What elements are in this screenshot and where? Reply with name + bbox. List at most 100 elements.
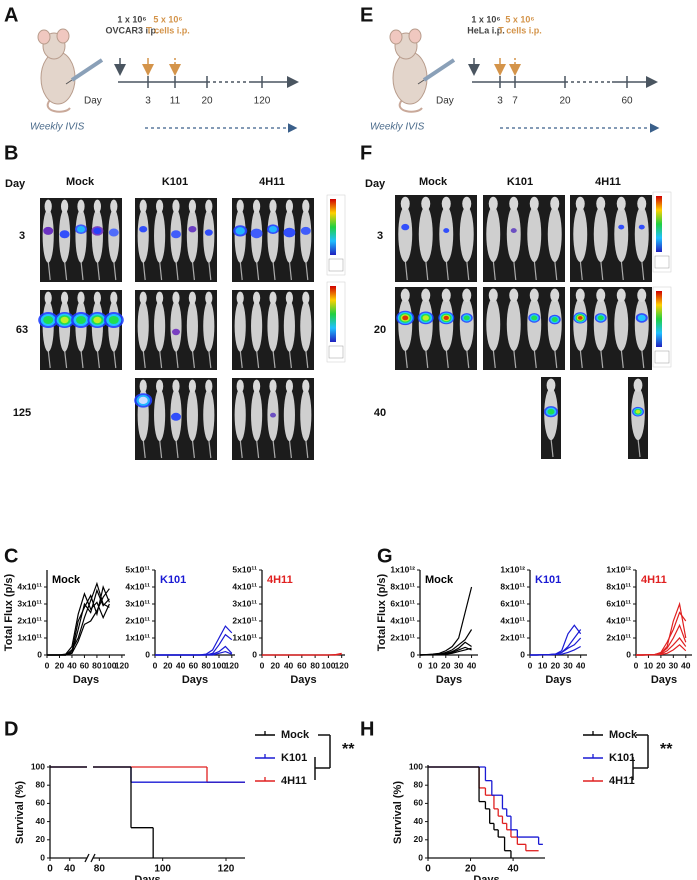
- signal: [171, 230, 181, 239]
- day-tick-label: 60: [621, 96, 633, 107]
- row-day-label: 63: [16, 324, 28, 336]
- mouse-tail: [404, 349, 408, 369]
- signal: [577, 316, 583, 320]
- mouse-head: [529, 196, 539, 211]
- injection-label: 1 x 10⁶: [117, 14, 146, 24]
- chart-title: K101: [160, 574, 186, 586]
- y-tick-label: 4x10¹¹: [17, 581, 42, 591]
- mouse-head: [550, 196, 560, 211]
- mouse-tail: [554, 260, 558, 281]
- mouse-body: [418, 297, 433, 351]
- x-tick-label: 60: [189, 660, 199, 670]
- signal: [551, 317, 558, 322]
- row-day-label: 20: [374, 324, 386, 336]
- mouse-tail: [175, 439, 179, 459]
- mouse-head: [252, 379, 261, 393]
- mouse-tail: [272, 439, 276, 459]
- y-tick-label: 3x10¹¹: [125, 598, 150, 608]
- mouse-head: [546, 378, 556, 392]
- mouse-head: [509, 196, 519, 211]
- y-tick-label: 4x10¹¹: [125, 581, 150, 591]
- mouse-tail: [398, 99, 423, 113]
- mouse-tail: [239, 349, 243, 369]
- mouse-head: [302, 379, 310, 393]
- y-tick-label: 0: [626, 649, 631, 659]
- signal: [300, 226, 311, 235]
- color-scale-note: [654, 255, 670, 269]
- y-tick-label: 6x10¹¹: [606, 598, 631, 608]
- signal: [635, 409, 641, 414]
- x-tick-label: 120: [115, 660, 129, 670]
- mouse-tail: [256, 349, 260, 369]
- mouse-tail: [554, 349, 558, 369]
- flux-line: [419, 586, 473, 656]
- mouse-body: [42, 208, 54, 263]
- signal: [204, 229, 213, 236]
- day-tick-label: 20: [201, 96, 213, 107]
- mouse-tail: [513, 349, 517, 369]
- flux-line: [530, 645, 581, 656]
- chart-title: Mock: [425, 574, 454, 586]
- mouse-tail: [208, 260, 212, 281]
- legend-label: K101: [281, 752, 307, 764]
- day-tick-label: 7: [512, 96, 518, 107]
- mouse-body: [300, 388, 312, 442]
- signal: [188, 226, 197, 233]
- mouse-body: [186, 388, 198, 442]
- flux-line: [636, 611, 687, 656]
- x-tick-label: 0: [47, 864, 53, 875]
- chart-title: 4H11: [641, 574, 667, 586]
- y-tick-label: 40: [36, 816, 46, 826]
- mouse-head: [596, 288, 606, 302]
- mouse-tail: [288, 260, 292, 281]
- mouse-tail: [620, 349, 624, 369]
- signal: [531, 315, 538, 321]
- y-tick-label: 2x10¹¹: [232, 615, 257, 625]
- signal: [93, 227, 102, 235]
- signal: [510, 228, 517, 233]
- group-header: Mock: [419, 176, 448, 188]
- panel-letter: D: [4, 718, 18, 740]
- mouse-head: [60, 291, 69, 305]
- axis-break: [90, 853, 96, 863]
- mouse-body: [203, 208, 215, 263]
- mouse-body: [154, 300, 166, 352]
- mouse-tail: [305, 260, 309, 281]
- mouse-body: [234, 388, 246, 442]
- mouse-tail: [288, 349, 292, 369]
- mouse-body: [573, 297, 588, 351]
- x-axis-label: Days: [473, 874, 499, 880]
- mouse-tail: [637, 438, 641, 458]
- mouse-head: [155, 291, 164, 305]
- group-header: K101: [162, 176, 188, 188]
- y-tick-label: 4x10¹¹: [232, 581, 257, 591]
- mouse-head: [172, 199, 180, 214]
- y-tick-label: 5x10¹¹: [232, 564, 257, 574]
- mouse-tail: [113, 260, 117, 281]
- signal: [93, 316, 102, 324]
- x-tick-label: 40: [681, 660, 691, 670]
- mouse-body: [573, 206, 588, 262]
- mouse-head: [188, 379, 197, 393]
- mouse-tail: [641, 349, 645, 369]
- mouse-body: [300, 300, 312, 352]
- flux-line: [155, 645, 233, 656]
- axis-break: [84, 853, 90, 863]
- mouse-head: [616, 288, 626, 302]
- mouse-ear: [37, 29, 51, 45]
- y-tick-label: 60: [414, 798, 424, 808]
- flux-line: [47, 581, 110, 656]
- mouse-head: [285, 291, 294, 305]
- mouse-tail: [272, 260, 276, 281]
- mouse-head: [269, 291, 277, 305]
- y-tick-label: 0: [418, 852, 423, 862]
- signal: [547, 408, 555, 415]
- chart-title: Mock: [52, 574, 81, 586]
- mouse-body: [527, 297, 542, 351]
- mouse-head: [93, 291, 102, 305]
- signal: [422, 315, 429, 321]
- signal: [139, 226, 148, 233]
- mouse-tail: [600, 349, 604, 369]
- mouse-tail: [492, 349, 496, 369]
- mouse-head: [44, 291, 52, 305]
